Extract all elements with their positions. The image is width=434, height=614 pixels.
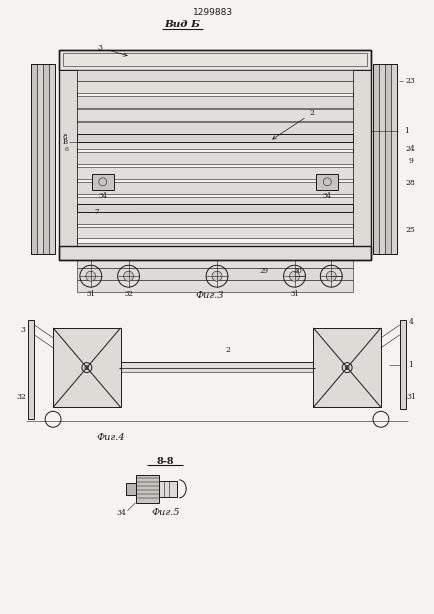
Text: 29: 29 [259,267,268,275]
Text: 4: 4 [408,318,413,326]
Bar [77,69,353,82]
Bar [400,320,406,410]
Bar [118,362,316,368]
Bar [385,64,391,254]
Bar [159,481,177,497]
Text: 6: 6 [65,147,69,152]
Bar [77,280,353,292]
Bar [77,212,353,223]
Text: 8: 8 [63,133,67,141]
Text: 9: 9 [408,157,413,165]
Text: 23: 23 [406,77,416,85]
Bar [77,137,353,149]
Bar [379,64,385,254]
Text: 8-8: 8-8 [157,456,174,465]
Text: 25: 25 [406,227,416,235]
Text: Фиг.4: Фиг.4 [96,433,125,441]
Text: В: В [62,138,67,146]
Bar [63,53,367,66]
Bar [391,64,397,254]
Bar [373,64,397,254]
Bar [77,182,353,194]
Text: 32: 32 [16,394,26,402]
Bar [31,64,37,254]
Circle shape [85,365,89,370]
Circle shape [326,271,336,281]
Bar [77,96,353,108]
Bar [313,328,381,407]
Bar [77,256,353,268]
Text: Вид Б: Вид Б [164,20,200,29]
Text: 34: 34 [117,508,127,516]
Bar [43,64,49,254]
Text: 34: 34 [98,192,107,200]
Text: 3: 3 [21,326,26,334]
Text: 1: 1 [404,127,409,135]
Bar [28,320,34,419]
Bar [37,64,43,254]
Circle shape [124,271,134,281]
Text: 2: 2 [226,346,230,354]
Text: 1299883: 1299883 [193,9,233,17]
Text: 24: 24 [406,145,416,153]
Text: Фиг.5: Фиг.5 [151,508,180,517]
Text: 31: 31 [407,394,417,402]
Bar [135,475,159,503]
Bar [59,69,77,260]
Bar [59,50,371,260]
Text: 32: 32 [124,290,133,298]
Bar [53,328,121,407]
Bar [77,152,353,164]
Bar [77,167,353,179]
Circle shape [86,271,96,281]
Bar [77,243,353,255]
Bar [49,64,55,254]
Bar [77,134,353,142]
Text: 31: 31 [86,290,95,298]
Bar [59,246,371,260]
Text: 30: 30 [293,267,302,275]
Text: 3: 3 [98,44,127,56]
Text: 34: 34 [323,192,332,200]
Text: 1: 1 [408,360,413,368]
Bar [77,122,353,134]
Bar [77,196,353,209]
Bar [118,368,316,371]
Text: 2: 2 [273,109,314,139]
Bar [77,204,353,212]
Bar [77,268,353,280]
Bar [59,50,371,69]
Bar [125,483,135,495]
Text: 28: 28 [406,179,416,187]
Circle shape [345,365,349,370]
Circle shape [212,271,222,281]
Text: Фиг.3: Фиг.3 [196,290,224,300]
Text: 7: 7 [95,208,99,216]
Bar [353,69,371,260]
Bar [373,64,379,254]
Bar [77,82,353,93]
Circle shape [289,271,299,281]
Bar [77,109,353,121]
Bar [31,64,55,254]
Bar [77,227,353,238]
Text: 31: 31 [290,290,299,298]
Bar [316,174,338,190]
Bar [92,174,114,190]
